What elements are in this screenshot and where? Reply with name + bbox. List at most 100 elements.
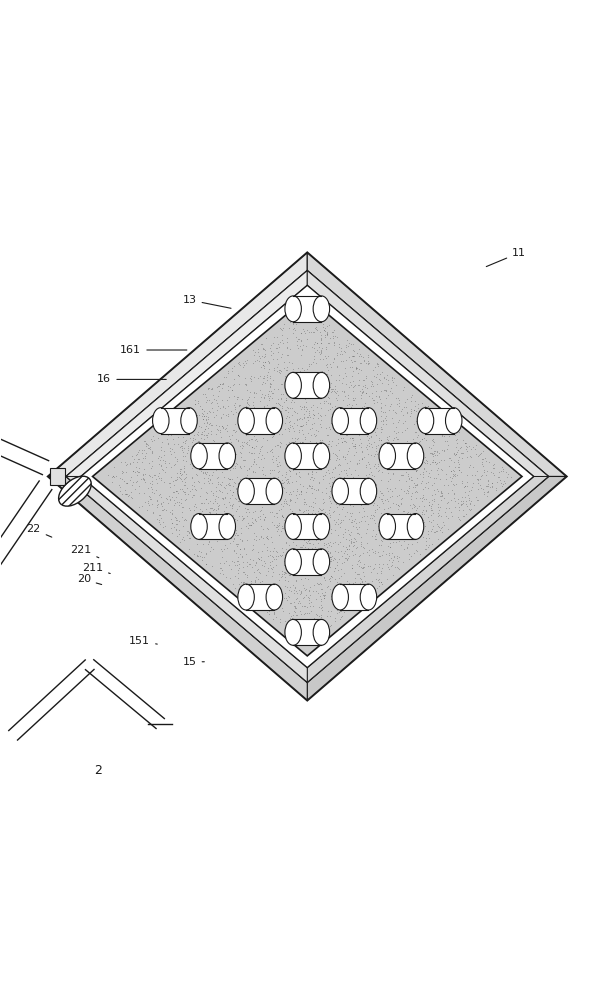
Point bbox=[299, 459, 309, 475]
Point bbox=[432, 443, 441, 459]
Point bbox=[180, 463, 189, 479]
Point bbox=[472, 446, 481, 462]
Point bbox=[261, 471, 270, 487]
Point bbox=[289, 510, 298, 526]
Point bbox=[405, 505, 415, 521]
Point bbox=[264, 392, 274, 408]
Point bbox=[193, 433, 202, 449]
Point bbox=[314, 481, 323, 497]
Point bbox=[301, 443, 310, 459]
Point bbox=[265, 379, 275, 395]
Point bbox=[489, 460, 499, 476]
Point bbox=[368, 392, 378, 408]
Point bbox=[237, 548, 246, 564]
Point bbox=[272, 340, 281, 356]
Point bbox=[307, 356, 316, 372]
Point bbox=[352, 521, 362, 537]
Point bbox=[203, 392, 212, 408]
Point bbox=[329, 350, 339, 366]
Point bbox=[336, 514, 346, 530]
Point bbox=[272, 329, 282, 345]
Point bbox=[196, 419, 206, 435]
Point bbox=[281, 541, 291, 557]
Point bbox=[212, 392, 221, 408]
Point bbox=[362, 580, 371, 596]
Point bbox=[318, 458, 327, 474]
Point bbox=[437, 427, 447, 443]
Point bbox=[189, 442, 199, 458]
Point bbox=[336, 490, 345, 506]
Point bbox=[420, 430, 429, 446]
Point bbox=[415, 522, 425, 538]
Point bbox=[372, 355, 382, 371]
Point bbox=[311, 482, 321, 498]
Point bbox=[303, 611, 312, 627]
Point bbox=[306, 535, 315, 551]
Point bbox=[256, 443, 265, 459]
Point bbox=[483, 472, 493, 488]
Point bbox=[134, 451, 143, 467]
Point bbox=[216, 541, 226, 557]
Point bbox=[208, 400, 217, 416]
Point bbox=[350, 511, 359, 527]
Point bbox=[299, 606, 309, 622]
Point bbox=[282, 579, 292, 595]
Point bbox=[300, 435, 309, 451]
Point bbox=[371, 543, 380, 559]
Point bbox=[281, 484, 291, 500]
Point bbox=[326, 478, 335, 494]
Point bbox=[372, 501, 382, 517]
Point bbox=[287, 486, 296, 502]
Point bbox=[157, 461, 167, 477]
Point bbox=[396, 495, 405, 511]
Point bbox=[179, 512, 189, 528]
Point bbox=[233, 549, 243, 565]
Point bbox=[308, 460, 317, 476]
Point bbox=[285, 314, 295, 330]
Point bbox=[303, 401, 312, 417]
Point bbox=[435, 414, 444, 430]
Point bbox=[369, 508, 379, 524]
Point bbox=[243, 391, 252, 407]
Point bbox=[402, 505, 412, 521]
Point bbox=[324, 446, 334, 462]
Point bbox=[329, 469, 339, 485]
Ellipse shape bbox=[219, 443, 235, 469]
Point bbox=[352, 519, 361, 535]
Point bbox=[255, 382, 265, 398]
Point bbox=[128, 454, 138, 470]
Point bbox=[135, 464, 144, 480]
Point bbox=[307, 466, 317, 482]
Point bbox=[375, 462, 384, 478]
Point bbox=[368, 467, 377, 483]
Point bbox=[369, 512, 379, 528]
Point bbox=[496, 475, 505, 491]
Point bbox=[368, 362, 378, 378]
Point bbox=[485, 454, 494, 470]
Point bbox=[225, 471, 235, 487]
Point bbox=[385, 428, 394, 444]
Point bbox=[322, 366, 331, 382]
Point bbox=[305, 579, 314, 595]
Point bbox=[273, 518, 282, 534]
Point bbox=[390, 404, 400, 420]
Ellipse shape bbox=[191, 443, 207, 469]
Point bbox=[466, 501, 475, 517]
Point bbox=[274, 502, 284, 518]
Point bbox=[343, 412, 352, 428]
Point bbox=[231, 525, 241, 541]
Point bbox=[259, 398, 269, 414]
Point bbox=[454, 449, 463, 465]
Point bbox=[173, 414, 183, 430]
Point bbox=[278, 508, 287, 524]
Point bbox=[213, 398, 222, 414]
Point bbox=[411, 477, 421, 493]
Point bbox=[303, 465, 312, 481]
Point bbox=[411, 512, 421, 528]
Point bbox=[314, 474, 323, 490]
Point bbox=[424, 439, 434, 455]
Point bbox=[216, 409, 226, 425]
Point bbox=[348, 359, 357, 375]
Point bbox=[432, 462, 441, 478]
Point bbox=[290, 312, 300, 328]
